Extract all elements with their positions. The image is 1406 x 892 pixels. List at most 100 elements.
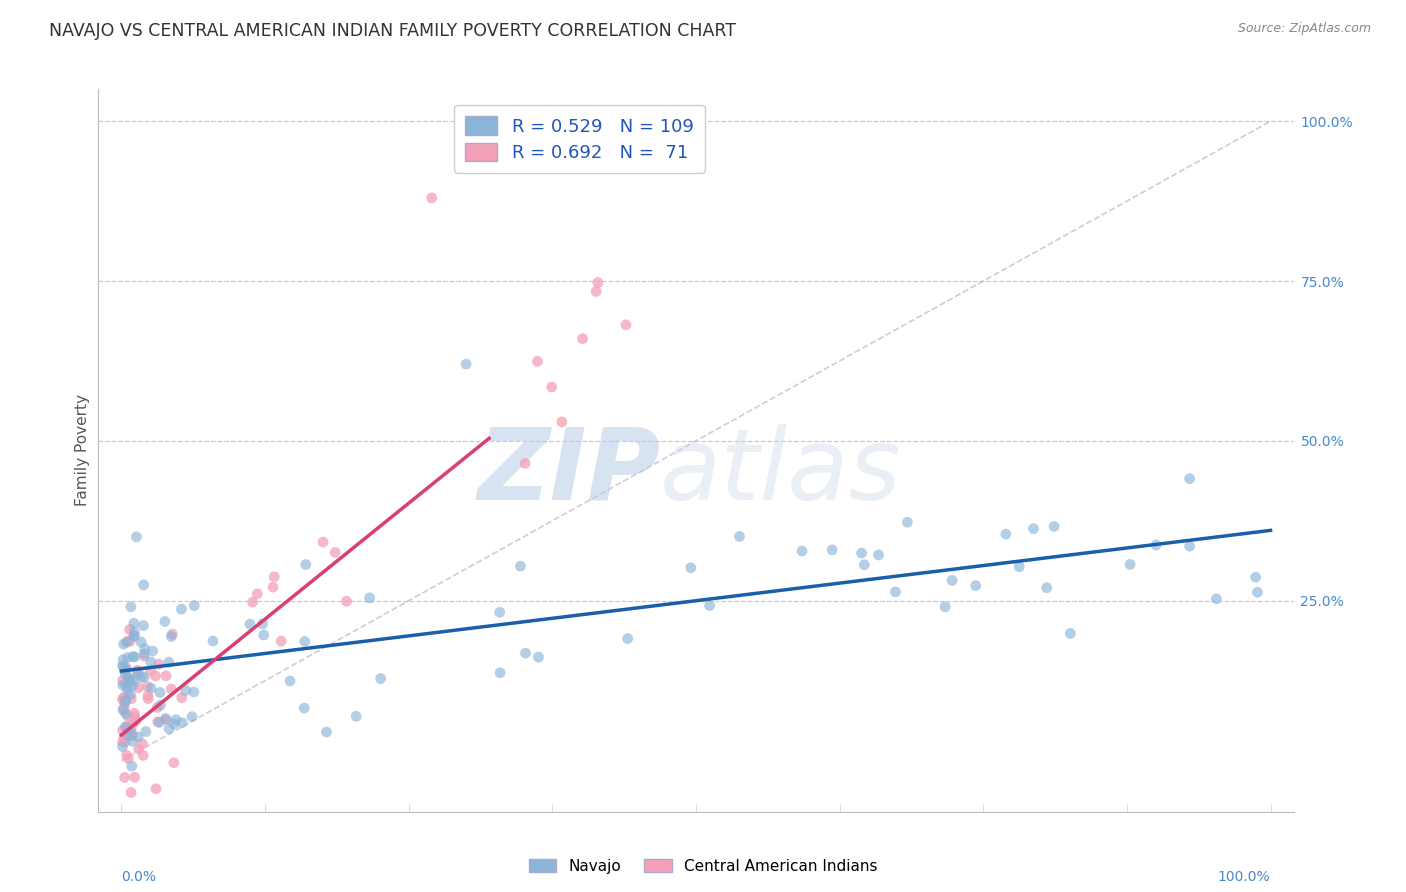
Point <box>120 723 142 738</box>
Point <box>242 595 264 609</box>
Point <box>117 729 139 743</box>
Point <box>292 701 315 715</box>
Point <box>124 629 146 643</box>
Point <box>183 599 205 613</box>
Text: NAVAJO VS CENTRAL AMERICAN INDIAN FAMILY POVERTY CORRELATION CHART: NAVAJO VS CENTRAL AMERICAN INDIAN FAMILY… <box>49 22 737 40</box>
Point <box>132 578 155 592</box>
Point <box>129 670 152 684</box>
Point <box>1035 581 1057 595</box>
Point <box>134 647 156 661</box>
Point <box>941 574 963 588</box>
Point <box>1119 558 1142 572</box>
Point <box>851 546 873 560</box>
Point <box>114 720 136 734</box>
Point <box>527 650 550 665</box>
Point <box>1246 585 1268 599</box>
Point <box>122 649 145 664</box>
Point <box>124 649 146 664</box>
Point <box>246 587 269 601</box>
Point <box>134 649 156 664</box>
Point <box>112 731 135 745</box>
Point <box>270 634 292 648</box>
Point <box>115 707 138 722</box>
Point <box>135 724 157 739</box>
Point <box>162 627 184 641</box>
Point <box>252 616 274 631</box>
Point <box>149 698 172 712</box>
Point <box>174 683 197 698</box>
Point <box>136 691 159 706</box>
Point <box>117 709 139 723</box>
Point <box>157 722 180 736</box>
Point <box>114 662 136 676</box>
Point <box>112 637 135 651</box>
Point <box>790 544 813 558</box>
Point <box>134 641 156 656</box>
Point <box>114 667 136 681</box>
Point <box>853 558 876 572</box>
Point <box>139 681 162 695</box>
Point <box>114 664 136 678</box>
Point <box>145 781 167 796</box>
Point <box>896 515 918 529</box>
Point <box>139 664 162 678</box>
Point <box>1022 522 1045 536</box>
Point <box>115 680 138 694</box>
Point <box>112 692 135 706</box>
Point <box>868 548 890 562</box>
Point <box>728 529 751 543</box>
Point <box>127 730 149 744</box>
Point <box>129 635 152 649</box>
Point <box>155 712 177 726</box>
Point <box>456 357 478 371</box>
Point <box>170 602 193 616</box>
Point <box>112 701 135 715</box>
Point <box>124 706 146 721</box>
Point <box>526 354 548 368</box>
Point <box>114 771 136 785</box>
Point <box>122 673 145 688</box>
Point <box>1178 472 1201 486</box>
Point <box>155 669 177 683</box>
Point <box>127 667 149 681</box>
Point <box>111 723 134 738</box>
Point <box>117 682 139 697</box>
Point <box>112 659 135 673</box>
Point <box>153 615 176 629</box>
Point <box>127 663 149 677</box>
Point <box>136 689 159 703</box>
Point <box>121 679 143 693</box>
Point <box>183 685 205 699</box>
Point <box>111 739 134 754</box>
Point <box>160 681 183 696</box>
Point <box>114 677 136 691</box>
Point <box>111 673 134 688</box>
Point <box>115 720 138 734</box>
Point <box>1043 519 1066 533</box>
Legend: Navajo, Central American Indians: Navajo, Central American Indians <box>523 853 883 880</box>
Point <box>120 634 142 648</box>
Point <box>253 628 276 642</box>
Point <box>132 618 155 632</box>
Point <box>1144 538 1167 552</box>
Text: 100.0%: 100.0% <box>1218 870 1271 883</box>
Point <box>111 735 134 749</box>
Point <box>335 594 357 608</box>
Point <box>312 535 335 549</box>
Point <box>294 558 316 572</box>
Point <box>127 665 149 679</box>
Point <box>1178 539 1201 553</box>
Point <box>142 644 165 658</box>
Point <box>112 704 135 718</box>
Point <box>120 785 142 799</box>
Point <box>994 527 1017 541</box>
Point <box>136 680 159 694</box>
Point <box>1244 570 1267 584</box>
Point <box>323 545 346 559</box>
Point <box>120 688 142 702</box>
Point <box>489 665 512 680</box>
Legend: R = 0.529   N = 109, R = 0.692   N =  71: R = 0.529 N = 109, R = 0.692 N = 71 <box>454 105 704 173</box>
Point <box>114 734 136 748</box>
Point <box>146 700 169 714</box>
Point <box>125 530 148 544</box>
